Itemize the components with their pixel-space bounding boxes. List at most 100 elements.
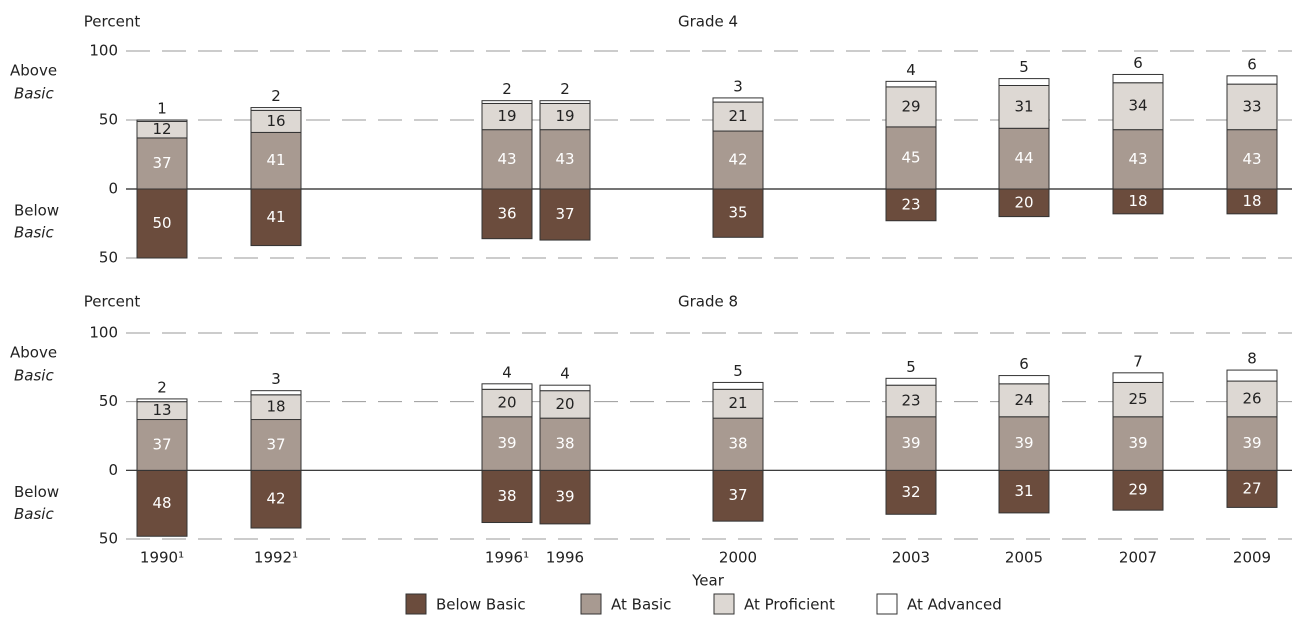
value-label: 42	[266, 490, 285, 508]
bar-segment	[712, 417, 764, 471]
bar-segment	[1112, 416, 1164, 471]
bar-segment	[481, 416, 533, 471]
bar-segment	[1112, 188, 1164, 215]
bar-segment	[250, 107, 302, 111]
panel-title: Grade 8	[678, 293, 738, 311]
bar-segment	[250, 394, 302, 421]
y-tick-label: 100	[89, 42, 118, 60]
legend-label: At Advanced	[907, 596, 1002, 614]
bar-segment	[539, 102, 591, 131]
value-label: 2	[271, 87, 281, 105]
x-tick-label: 2005	[1005, 549, 1043, 567]
value-label: 12	[152, 120, 171, 138]
value-label: 7	[1133, 352, 1143, 370]
x-tick-label: 1996	[546, 549, 584, 567]
value-label: 3	[271, 370, 281, 388]
bar-segment	[1226, 416, 1278, 471]
y-axis-label: Percent	[84, 293, 141, 311]
bar-segment	[885, 416, 937, 471]
bar-segment	[885, 469, 937, 515]
value-label: 23	[901, 195, 920, 213]
value-label: 41	[266, 151, 285, 169]
bar-segment	[1226, 75, 1278, 85]
bar-segment	[998, 85, 1050, 129]
y-tick-label: 100	[89, 324, 118, 342]
value-label: 18	[1128, 192, 1147, 210]
above-label: Above	[10, 62, 57, 80]
legend-swatch	[580, 593, 602, 615]
bar-segment	[1112, 73, 1164, 84]
value-label: 5	[1019, 58, 1029, 76]
value-label: 19	[497, 107, 516, 125]
x-tick-label: 2009	[1233, 549, 1271, 567]
value-label: 35	[728, 204, 747, 222]
bar-segment	[136, 119, 188, 122]
value-label: 38	[497, 487, 516, 505]
x-tick-label: 1996¹	[485, 549, 529, 567]
below-label: Below	[14, 202, 59, 220]
panel-title: Grade 4	[678, 13, 738, 31]
bar-segment	[1226, 129, 1278, 190]
bar-segment	[1226, 83, 1278, 131]
value-label: 32	[901, 483, 920, 501]
x-tick-label: 2000	[719, 549, 757, 567]
value-label: 21	[728, 394, 747, 412]
bar-segment	[998, 383, 1050, 418]
value-label: 43	[1242, 150, 1261, 168]
value-label: 1	[157, 100, 167, 118]
bar-segment	[481, 129, 533, 190]
value-label: 37	[555, 205, 574, 223]
legend-label: Below Basic	[436, 596, 526, 614]
value-label: 29	[1128, 481, 1147, 499]
bar-segment	[1226, 369, 1278, 382]
bar-segment	[998, 375, 1050, 385]
bar-segment	[712, 97, 764, 103]
value-label: 24	[1014, 391, 1033, 409]
value-label: 2	[560, 80, 570, 98]
bar-segment	[136, 419, 188, 471]
value-label: 16	[266, 112, 285, 130]
bar-segment	[998, 78, 1050, 86]
bar-segment	[885, 188, 937, 222]
bar-segment	[539, 417, 591, 471]
value-label: 39	[1242, 434, 1261, 452]
below-label: Basic	[14, 224, 54, 242]
value-label: 20	[497, 394, 516, 412]
value-label: 6	[1133, 54, 1143, 72]
value-label: 39	[1014, 434, 1033, 452]
value-label: 25	[1128, 390, 1147, 408]
value-label: 4	[502, 363, 512, 381]
y-tick-label: 0	[108, 461, 118, 479]
bar-segment	[539, 188, 591, 241]
y-tick-label: 50	[99, 249, 118, 267]
above-label: Above	[10, 344, 57, 362]
value-label: 8	[1247, 350, 1257, 368]
bar-segment	[1112, 82, 1164, 131]
value-label: 33	[1242, 97, 1261, 115]
value-label: 20	[555, 395, 574, 413]
bar-segment	[885, 80, 937, 88]
value-label: 6	[1247, 55, 1257, 73]
value-label: 5	[906, 358, 916, 376]
value-label: 34	[1128, 97, 1147, 115]
value-label: 39	[497, 434, 516, 452]
y-axis-label: Percent	[84, 13, 141, 31]
value-label: 23	[901, 391, 920, 409]
x-tick-label: 2003	[892, 549, 930, 567]
bar-segment	[250, 390, 302, 396]
bar-segment	[1112, 129, 1164, 190]
bar-segment	[712, 381, 764, 390]
bar-segment	[539, 384, 591, 392]
value-label: 29	[901, 97, 920, 115]
x-tick-label: 1992¹	[254, 549, 298, 567]
value-label: 5	[733, 362, 743, 380]
value-label: 42	[728, 151, 747, 169]
bar-segment	[481, 383, 533, 390]
bar-segment	[998, 469, 1050, 514]
value-label: 19	[555, 107, 574, 125]
value-label: 45	[901, 148, 920, 166]
bar-segment	[885, 384, 937, 418]
value-label: 38	[555, 435, 574, 453]
x-axis-label: Year	[691, 572, 725, 590]
